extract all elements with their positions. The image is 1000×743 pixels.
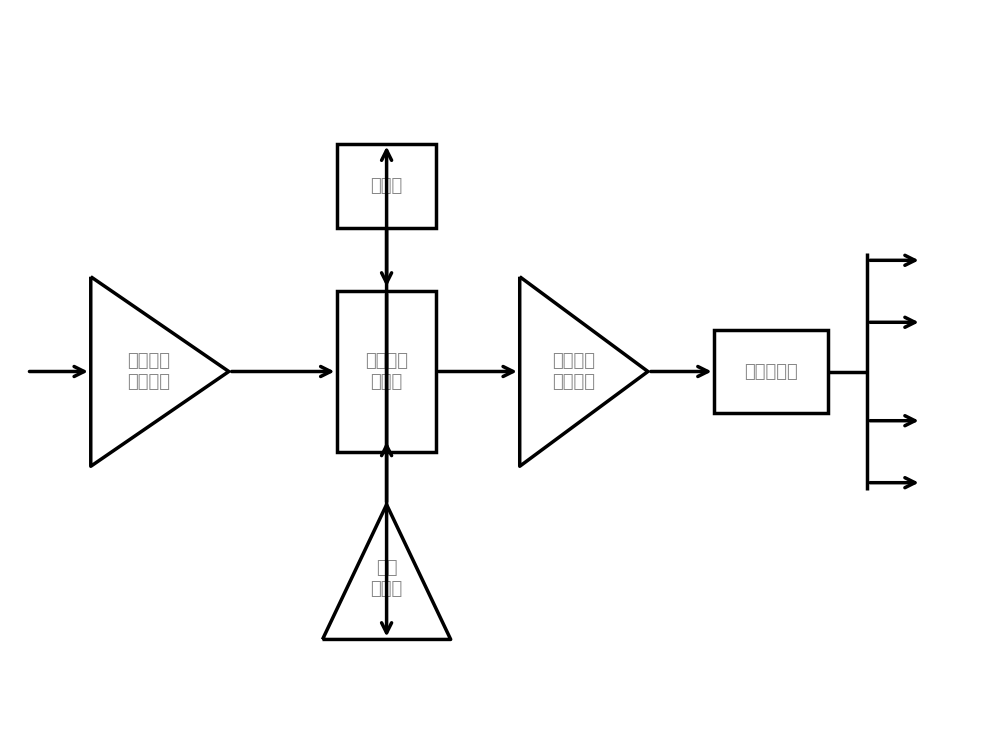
Text: 一分三路
功分器: 一分三路 功分器 (365, 352, 408, 391)
Bar (337, 143, 436, 227)
Bar (337, 291, 436, 452)
Text: 第一级驱
动放大器: 第一级驱 动放大器 (127, 352, 170, 391)
Text: 多相滤波器: 多相滤波器 (744, 363, 798, 380)
Text: 分频器: 分频器 (370, 177, 403, 195)
Bar (714, 330, 828, 413)
Text: 第二级驱
动放大器: 第二级驱 动放大器 (552, 352, 595, 391)
Text: 功率
放大器: 功率 放大器 (370, 559, 403, 598)
